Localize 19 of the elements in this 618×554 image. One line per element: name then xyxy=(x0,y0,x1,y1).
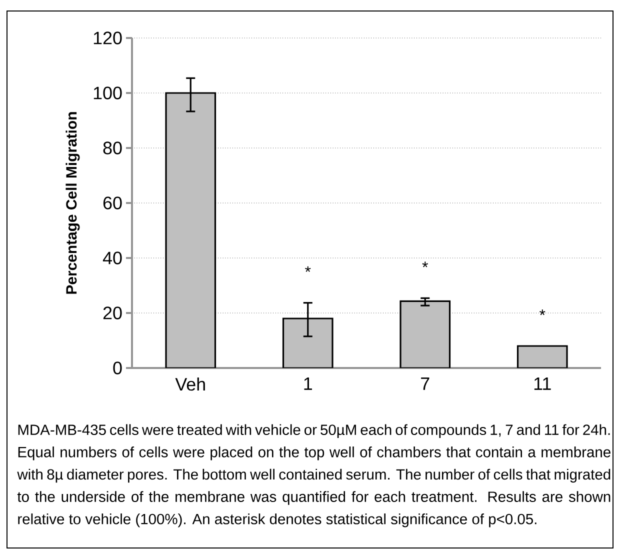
x-tick-label: 1 xyxy=(304,378,312,390)
bar xyxy=(400,300,451,368)
bar xyxy=(165,92,216,368)
y-tick-label: 120 xyxy=(94,32,122,44)
y-tick-label: 60 xyxy=(103,196,122,210)
y-tick-label: 20 xyxy=(103,306,122,320)
y-tick-label: 80 xyxy=(103,142,122,154)
y-tick-label: 0 xyxy=(113,362,122,374)
x-tick-label: 7 xyxy=(421,378,430,390)
annotation: * xyxy=(422,262,428,268)
y-tick-label: 100 xyxy=(94,86,122,100)
x-tick-label: Veh xyxy=(175,378,205,391)
bar xyxy=(282,318,334,368)
x-tick-label: 11 xyxy=(534,378,551,390)
annotation: * xyxy=(305,266,311,272)
annotation: * xyxy=(540,310,546,316)
y-tick-label: 40 xyxy=(102,252,122,264)
y-axis-title: Percentage Cell Migration xyxy=(66,112,80,294)
text: MDA-MB-435 cells were treated with vehicle or 50µM each of compounds 1, 7 and 11 for 24h. Equal numbers of cells were placed on the top well of chambers that contain a membrane with 8µ diameter pores. The bottom well contained serum. The number of cells that migrated to the underside of the membrane was quantified for each treatment. Results are shown relative to vehicle (100%). An asterisk denotes statistical significance of p<0.05. xyxy=(17,424,610,528)
